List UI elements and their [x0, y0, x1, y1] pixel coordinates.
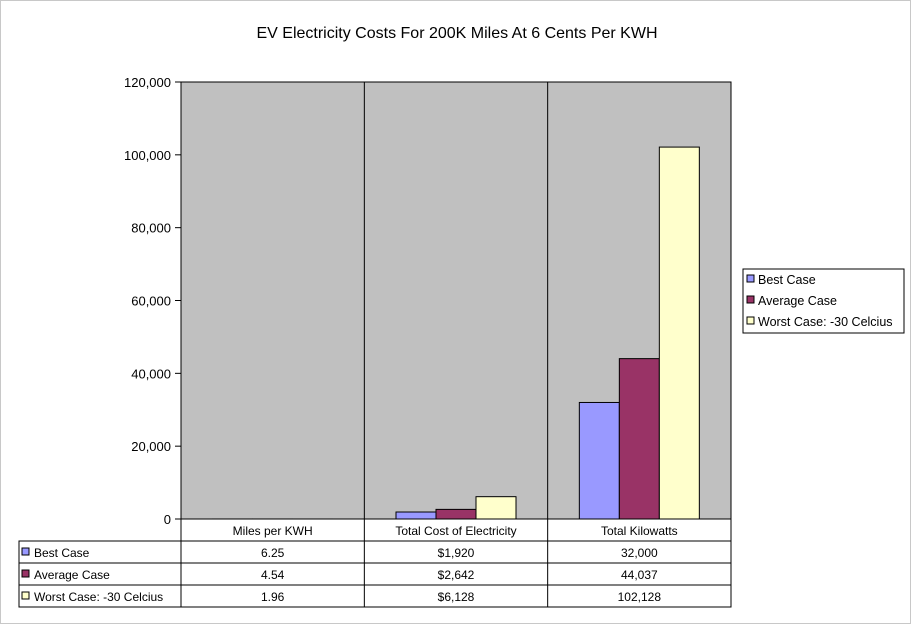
data-table: Miles per KWH Total Cost of Electricity To… — [19, 519, 731, 607]
plot-area — [181, 82, 731, 519]
y-tick-label: 0 — [164, 512, 171, 527]
table-cell: $2,642 — [438, 568, 475, 582]
table-header-label: Miles per KWH — [233, 524, 313, 538]
y-tick-label: 120,000 — [124, 75, 171, 90]
table-series-swatch — [22, 570, 29, 577]
y-tick-label: 80,000 — [131, 221, 171, 236]
table-cell: 6.25 — [261, 546, 285, 560]
table-cell: 32,000 — [621, 546, 658, 560]
bar — [436, 509, 476, 519]
table-series-name: Average Case — [34, 568, 110, 582]
legend: Best Case Average Case Worst Case: -30 Cel… — [743, 269, 904, 333]
table-header-label: Total Cost of Electricity — [395, 524, 516, 538]
table-cell: 4.54 — [261, 568, 285, 582]
table-cell: $6,128 — [438, 590, 475, 604]
y-tick-label: 60,000 — [131, 294, 171, 309]
y-tick-label: 100,000 — [124, 148, 171, 163]
legend-swatch — [747, 275, 754, 282]
table-series-swatch — [22, 592, 29, 599]
y-axis: 0 20,000 40,000 60,000 80,000 100,000 120,000 — [124, 75, 181, 527]
legend-swatch — [747, 317, 754, 324]
legend-label: Worst Case: -30 Celcius — [758, 315, 893, 329]
bar — [396, 512, 436, 519]
y-tick-label: 20,000 — [131, 439, 171, 454]
table-series-swatch — [22, 548, 29, 555]
bar — [659, 147, 699, 519]
bar — [579, 402, 619, 519]
table-cell: 44,037 — [621, 568, 658, 582]
table-series-name: Best Case — [34, 546, 90, 560]
bar — [476, 497, 516, 519]
legend-label: Average Case — [758, 294, 837, 308]
chart-title: EV Electricity Costs For 200K Miles At 6… — [256, 25, 657, 42]
table-cell: $1,920 — [438, 546, 475, 560]
y-tick-label: 40,000 — [131, 366, 171, 381]
table-cell: 102,128 — [618, 590, 662, 604]
table-series-name: Worst Case: -30 Celcius — [34, 590, 163, 604]
table-header-label: Total Kilowatts — [601, 524, 678, 538]
table-cell: 1.96 — [261, 590, 285, 604]
bar — [619, 359, 659, 519]
legend-swatch — [747, 296, 754, 303]
legend-label: Best Case — [758, 273, 816, 287]
